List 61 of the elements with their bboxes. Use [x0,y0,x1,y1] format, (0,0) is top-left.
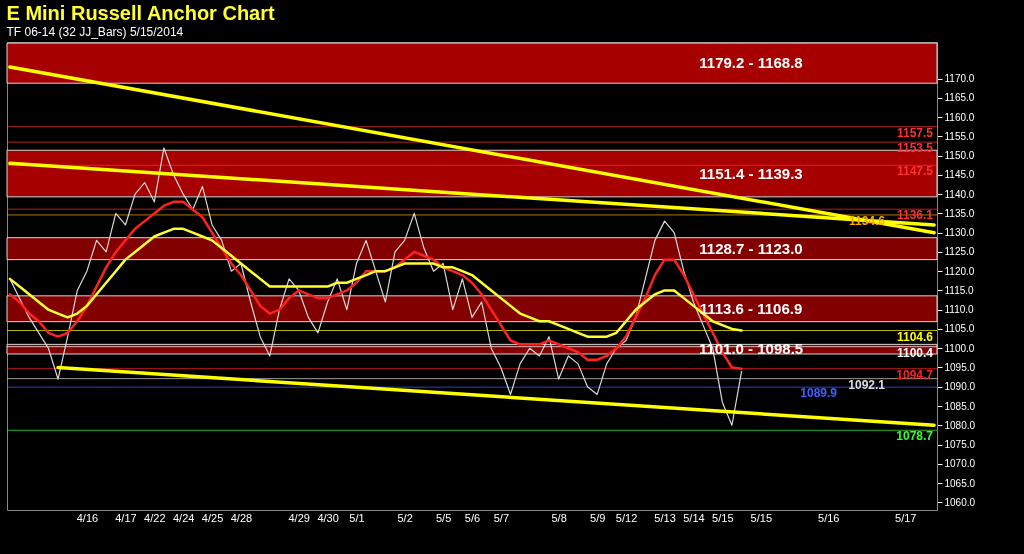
y-tick-label: 1135.0 [944,207,975,219]
chart-subtitle: TF 06-14 (32 JJ_Bars) 5/15/2014 [6,25,184,39]
x-tick-label: 5/13 [654,511,676,524]
x-tick-label: 5/2 [397,511,413,524]
x-tick-label: 5/7 [493,511,510,524]
ref-line-label: 1089.9 [800,386,838,401]
y-tick-label: 1110.0 [944,304,975,316]
y-tick-label: 1075.0 [944,439,976,451]
x-tick-label: 5/8 [551,511,567,524]
x-tick-label: 4/29 [288,511,310,524]
ref-line-label: 1147.5 [896,164,934,179]
y-tick-label: 1170.0 [944,73,975,85]
x-tick-label: 5/16 [818,511,840,524]
ref-line-label: 1100.4 [896,345,934,360]
x-tick-label: 4/24 [172,511,195,524]
ref-line-label: 1157.5 [896,125,934,140]
y-tick-label: 1095.0 [944,361,976,373]
ref-line-label: 1094.7 [896,367,934,382]
y-tick-label: 1115.0 [944,284,975,296]
ref-line-label: 1078.7 [896,429,934,444]
y-tick-label: 1105.0 [944,323,975,335]
ref-line-label: 1092.1 [848,377,886,392]
y-tick-label: 1125.0 [944,246,975,258]
x-tick-label: 4/28 [230,511,253,524]
y-tick-label: 1165.0 [944,92,975,104]
x-tick-label: 5/17 [895,511,917,524]
y-tick-label: 1080.0 [944,419,976,431]
x-tick-label: 4/22 [144,511,166,524]
band-label: 1151.4 - 1139.3 [699,164,803,182]
chart-title: E Mini Russell Anchor Chart [6,2,276,24]
y-tick-label: 1130.0 [944,227,975,239]
y-tick-label: 1085.0 [944,400,976,412]
x-tick-label: 5/9 [590,511,606,524]
x-tick-label: 5/12 [615,511,638,524]
x-tick-label: 5/1 [349,511,365,524]
y-tick-label: 1140.0 [944,188,975,200]
line-series [8,227,743,338]
ref-line-label: 1136.1 [896,208,934,223]
y-tick-label: 1070.0 [944,458,976,470]
x-tick-label: 4/25 [201,511,224,524]
y-tick-label: 1060.0 [944,496,976,508]
y-tick-label: 1160.0 [944,111,975,123]
y-tick-label: 1150.0 [944,150,975,162]
band-label: 1113.6 - 1106.9 [699,299,803,317]
x-tick-label: 4/17 [115,511,137,524]
y-tick-label: 1145.0 [944,169,975,181]
y-tick-label: 1155.0 [944,130,975,142]
x-tick-label: 4/16 [76,511,99,524]
y-tick-label: 1065.0 [944,477,976,489]
x-tick-label: 5/6 [464,511,481,524]
band-label: 1179.2 - 1168.8 [699,54,803,72]
x-tick-label: 5/14 [683,511,705,524]
y-tick-label: 1100.0 [944,342,975,354]
band-label: 1128.7 - 1123.0 [699,239,803,257]
x-tick-label: 5/5 [435,511,452,524]
y-tick-label: 1090.0 [944,381,976,393]
x-tick-label: 5/15 [712,511,734,524]
x-tick-label: 4/30 [317,511,339,524]
y-tick-label: 1120.0 [944,265,975,277]
ref-line-label: 1104.6 [896,329,934,344]
x-tick-label: 5/15 [750,511,773,524]
